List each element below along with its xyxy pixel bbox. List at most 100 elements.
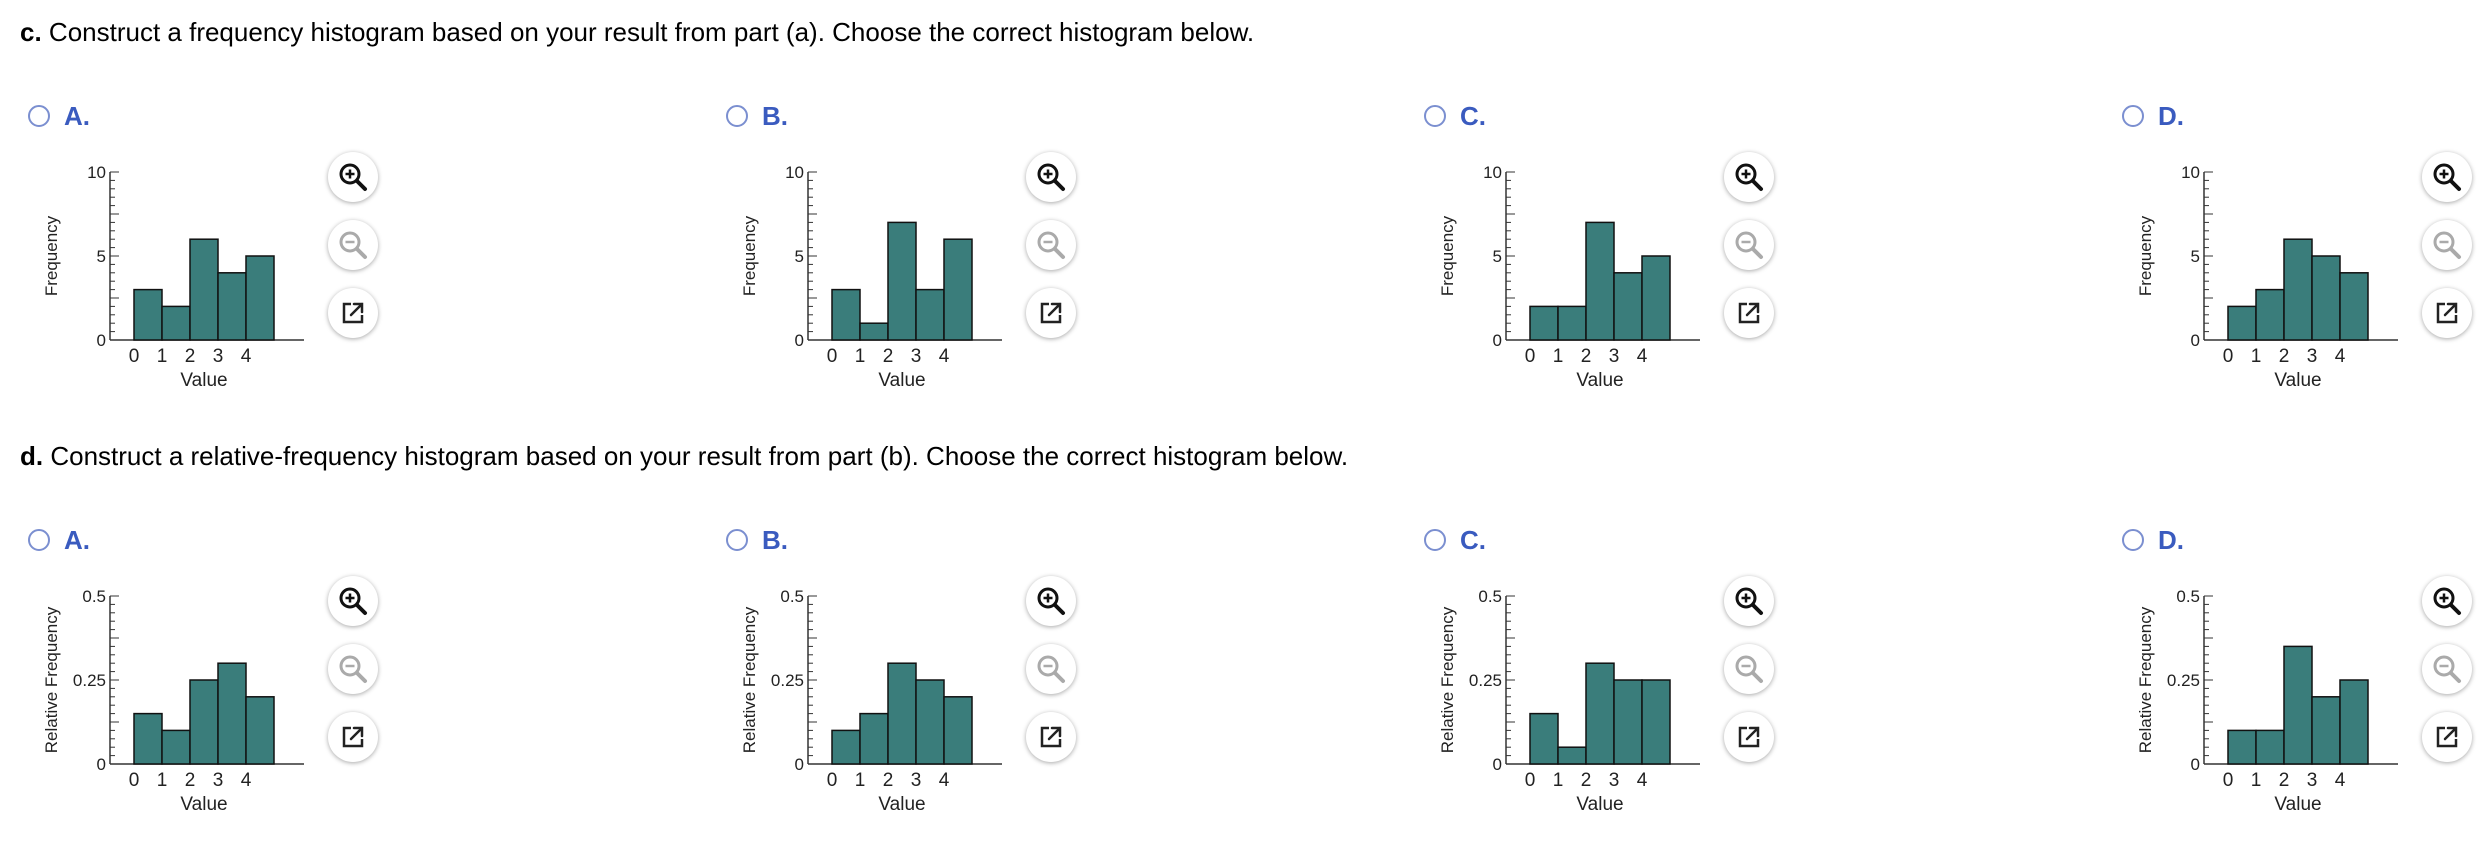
answer-option-c-b: B. 0 5 10 0 1 2 3 4 Value Frequency [722,102,1282,432]
histogram-bar [2311,255,2341,341]
zoom-in-button[interactable] [1724,576,1774,626]
zoom-in-button[interactable] [328,152,378,202]
x-tick-label: 0 [2223,770,2234,791]
option-letter[interactable]: A. [64,101,90,131]
answer-option-d-d: D. 0 0.25 0.5 0 1 2 3 4 Value Relative Frequency [2118,526,2488,856]
y-tick-label: 10 [2181,163,2200,182]
x-axis-label: Value [180,794,227,815]
open-new-window-button[interactable] [2422,712,2472,762]
zoom-in-button[interactable] [2422,152,2472,202]
x-axis-label: Value [1576,370,1623,391]
y-tick-label: 0 [2191,331,2200,350]
zoom-in-button[interactable] [2422,576,2472,626]
histogram-bar [2227,729,2257,765]
histogram-bar [887,221,917,341]
x-tick-label: 0 [1525,346,1536,367]
y-axis-label: Relative Frequency [1438,606,1457,753]
zoom-in-icon [2433,163,2461,191]
x-axis-label: Value [878,370,925,391]
x-tick-label: 4 [1637,770,1648,791]
zoom-in-button[interactable] [328,576,378,626]
x-tick-label: 1 [855,346,866,367]
answer-option-c-c: C. 0 5 10 0 1 2 3 4 Value Frequency [1420,102,1980,432]
option-letter[interactable]: C. [1460,101,1486,131]
y-tick-label: 5 [97,247,106,266]
radio-button[interactable] [2122,529,2144,551]
radio-button[interactable] [28,529,50,551]
zoom-in-button[interactable] [1026,152,1076,202]
x-axis-label: Value [2274,794,2321,815]
y-axis-label: Frequency [42,215,61,296]
open-new-window-button[interactable] [1026,288,1076,338]
x-tick-label: 4 [939,346,950,367]
zoom-out-icon [339,655,367,683]
histogram-bar [1529,712,1559,765]
histogram-bar [245,696,275,765]
option-letter[interactable]: D. [2158,525,2184,555]
option-letter[interactable]: A. [64,525,90,555]
open-new-window-icon [1738,302,1760,324]
y-tick-label: 5 [1493,247,1502,266]
zoom-out-button[interactable] [328,220,378,270]
radio-button[interactable] [2122,105,2144,127]
y-tick-label: 0 [97,331,106,350]
zoom-in-button[interactable] [1724,152,1774,202]
question-prompt: Construct a frequency histogram based on… [48,17,1255,47]
open-new-window-button[interactable] [1724,288,1774,338]
histogram-bar [2311,696,2341,765]
y-tick-label: 0.5 [82,587,106,606]
histogram-bar [943,696,973,765]
zoom-in-icon [1735,163,1763,191]
zoom-out-button[interactable] [1026,220,1076,270]
radio-button[interactable] [28,105,50,127]
y-axis-label: Frequency [1438,215,1457,296]
option-letter[interactable]: D. [2158,101,2184,131]
y-tick-label: 0.5 [1478,587,1502,606]
option-letter[interactable]: B. [762,525,788,555]
x-axis-label: Value [2274,370,2321,391]
x-tick-label: 1 [2251,770,2262,791]
x-tick-label: 2 [185,346,196,367]
radio-button[interactable] [726,105,748,127]
zoom-out-icon [1037,655,1065,683]
open-new-window-icon [342,726,364,748]
zoom-out-button[interactable] [1026,644,1076,694]
open-new-window-button[interactable] [1026,712,1076,762]
open-new-window-button[interactable] [2422,288,2472,338]
zoom-out-icon [2433,231,2461,259]
histogram-bar [2227,305,2257,341]
histogram-bar [1529,305,1559,341]
zoom-out-button[interactable] [328,644,378,694]
option-letter[interactable]: C. [1460,525,1486,555]
histogram-bar [915,679,945,765]
open-new-window-button[interactable] [328,288,378,338]
histogram-bar [217,272,247,341]
x-axis-label: Value [1576,794,1623,815]
option-letter[interactable]: B. [762,101,788,131]
zoom-in-button[interactable] [1026,576,1076,626]
x-tick-label: 4 [2335,770,2346,791]
zoom-out-button[interactable] [1724,644,1774,694]
y-tick-label: 0 [795,755,804,774]
x-tick-label: 2 [185,770,196,791]
radio-button[interactable] [1424,105,1446,127]
zoom-in-icon [2433,587,2461,615]
zoom-in-icon [339,163,367,191]
zoom-out-button[interactable] [1724,220,1774,270]
zoom-out-button[interactable] [2422,220,2472,270]
x-tick-label: 4 [1637,346,1648,367]
x-tick-label: 2 [2279,346,2290,367]
radio-button[interactable] [1424,529,1446,551]
open-new-window-button[interactable] [328,712,378,762]
histogram-bar [859,712,889,765]
y-axis-label: Frequency [2136,215,2155,296]
zoom-out-button[interactable] [2422,644,2472,694]
histogram-bar [1585,662,1615,765]
x-tick-label: 1 [157,346,168,367]
open-new-window-button[interactable] [1724,712,1774,762]
question-part-label: d. [20,441,44,471]
histogram-bar [245,255,275,341]
radio-button[interactable] [726,529,748,551]
